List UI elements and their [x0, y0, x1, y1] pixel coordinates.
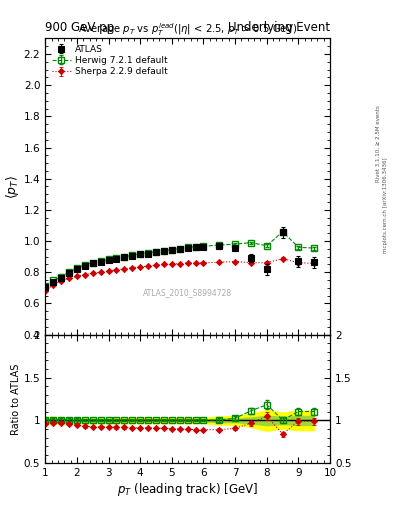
Title: Average $p_{T}$ vs $p_{T}^{lead}$(|$\eta$| < 2.5, $p_{T}$ > 0.5 GeV): Average $p_{T}$ vs $p_{T}^{lead}$(|$\eta… [78, 22, 298, 38]
Text: Rivet 3.1.10, ≥ 2.5M events: Rivet 3.1.10, ≥ 2.5M events [376, 105, 380, 182]
Text: 900 GeV pp: 900 GeV pp [45, 22, 114, 34]
Text: mcplots.cern.ch [arXiv:1306.3436]: mcplots.cern.ch [arXiv:1306.3436] [384, 157, 388, 252]
Legend: ATLAS, Herwig 7.2.1 default, Sherpa 2.2.9 default: ATLAS, Herwig 7.2.1 default, Sherpa 2.2.… [50, 43, 169, 78]
Text: Underlying Event: Underlying Event [228, 22, 330, 34]
Y-axis label: $\langle p_{T} \rangle$: $\langle p_{T} \rangle$ [4, 175, 21, 199]
Text: ATLAS_2010_S8994728: ATLAS_2010_S8994728 [143, 289, 232, 297]
X-axis label: $p_{T}$ (leading track) [GeV]: $p_{T}$ (leading track) [GeV] [117, 481, 258, 498]
Y-axis label: Ratio to ATLAS: Ratio to ATLAS [11, 364, 21, 435]
